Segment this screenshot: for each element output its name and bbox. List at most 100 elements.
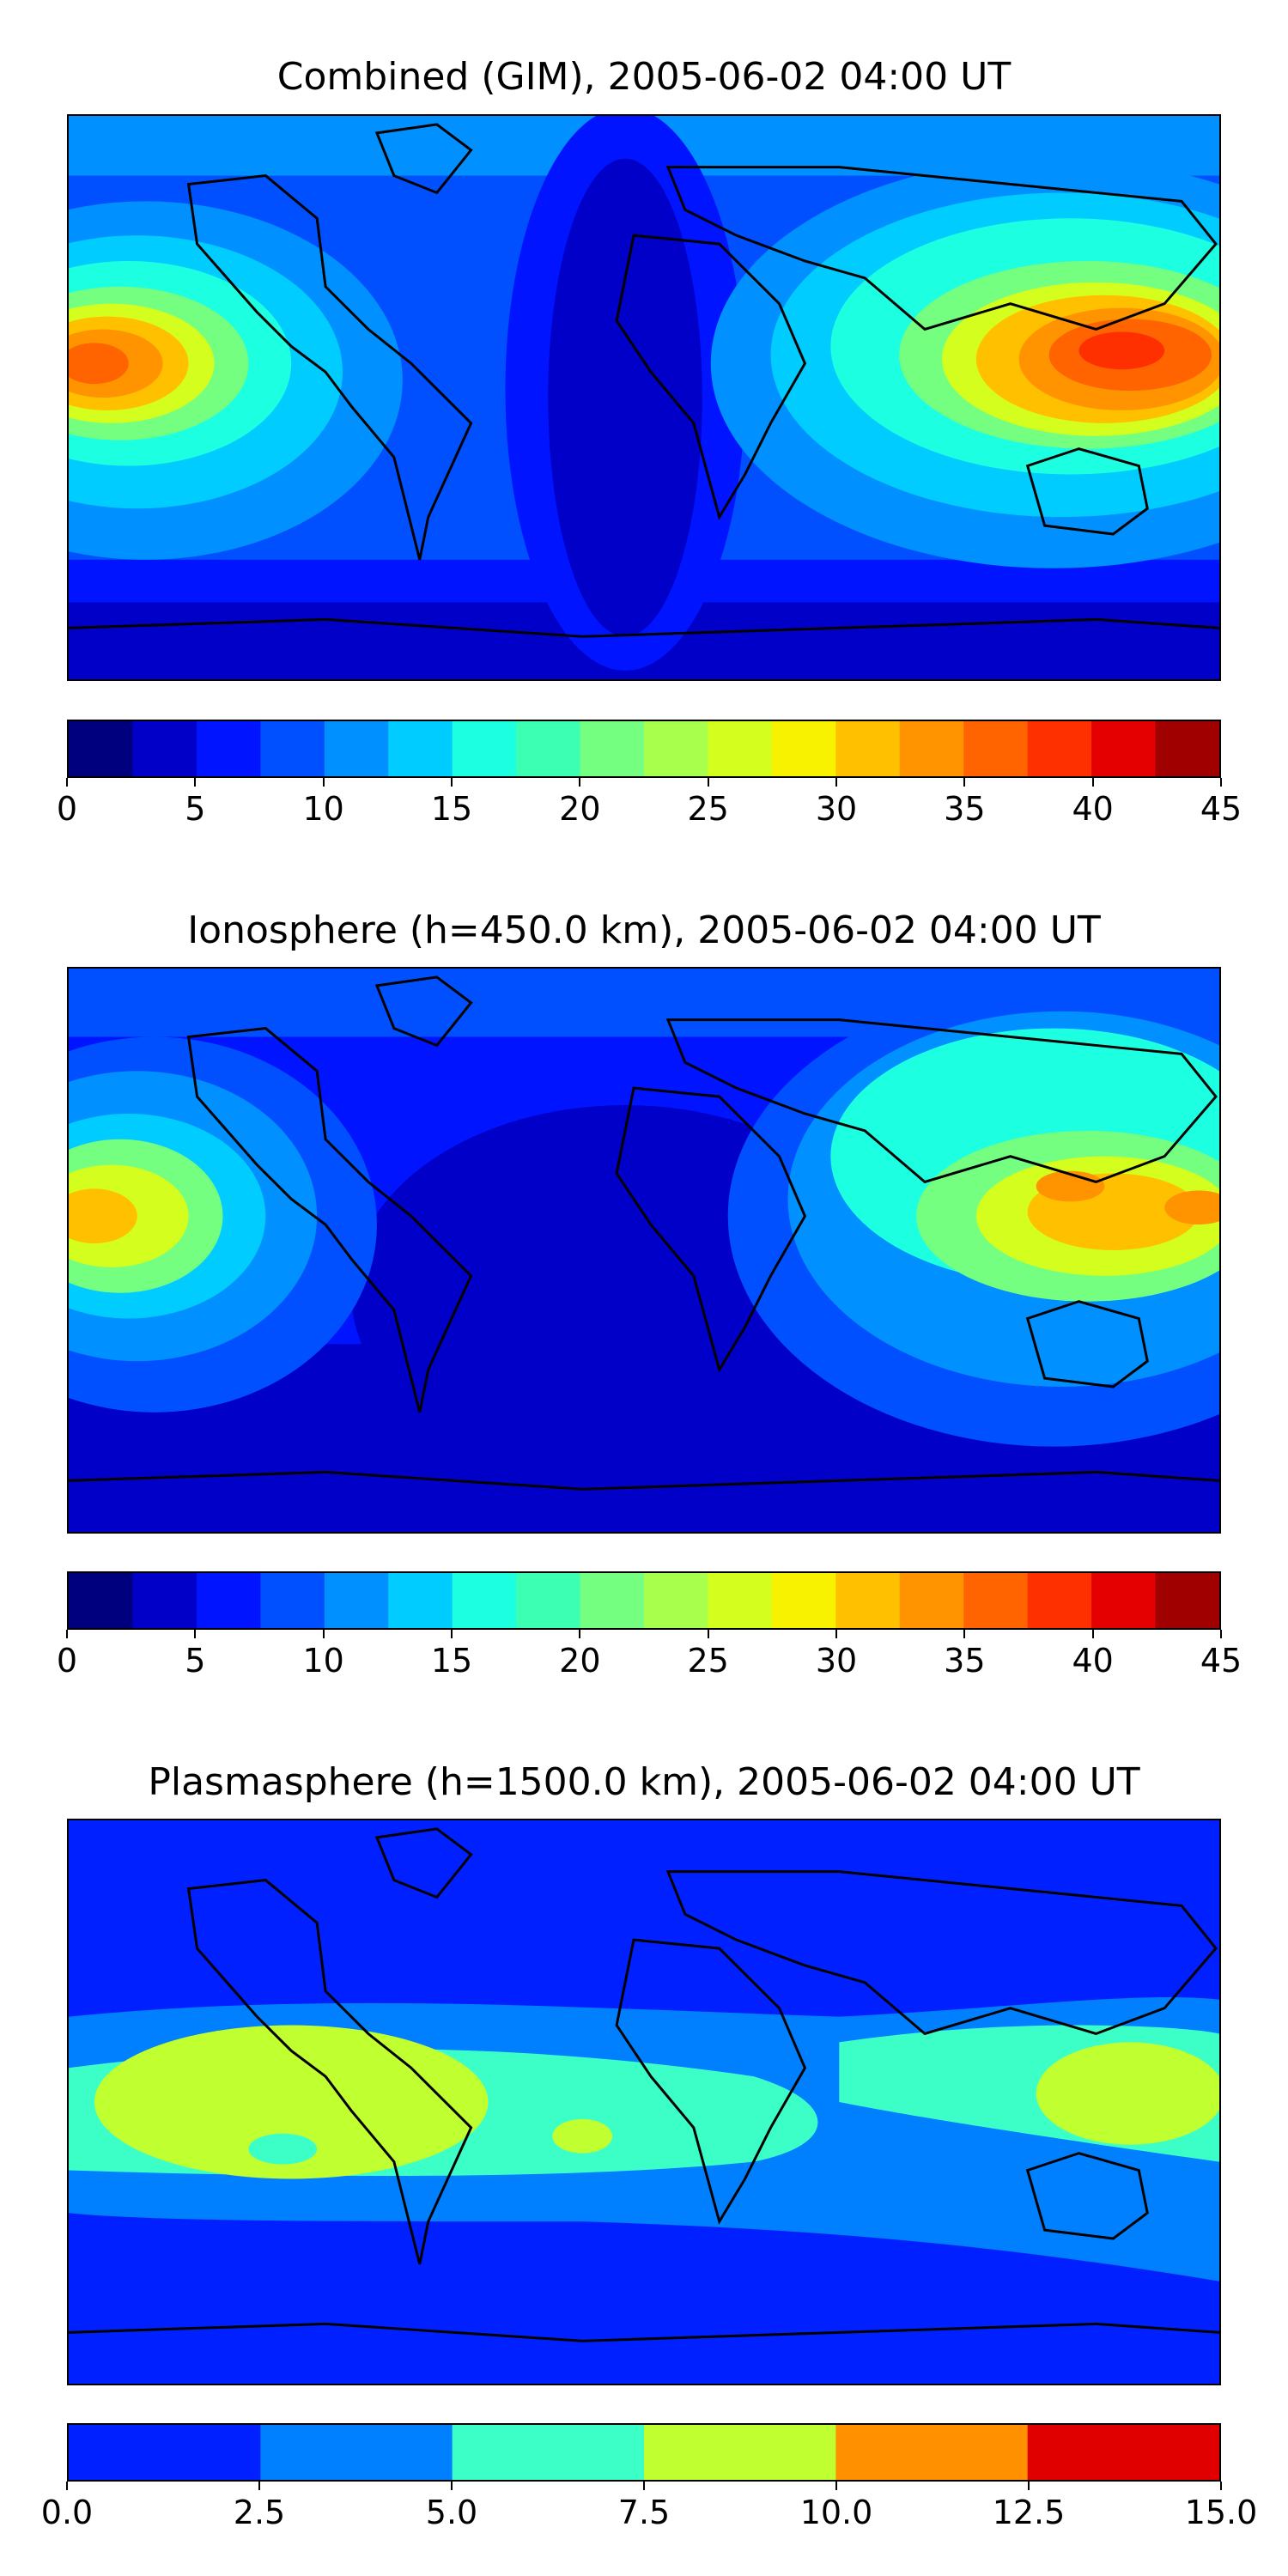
colorbar-swatch xyxy=(644,721,708,776)
colorbar-tick-mark xyxy=(451,1630,453,1638)
colorbar-swatch xyxy=(963,721,1029,776)
colorbar-swatch xyxy=(771,721,836,776)
colorbar-tick-label: 15 xyxy=(430,1642,473,1680)
colorbar-swatch xyxy=(899,1573,964,1628)
colorbar-swatch xyxy=(1027,2425,1219,2480)
panel-3-colorbar-swatches xyxy=(69,2425,1219,2480)
colorbar-tick-mark xyxy=(707,1630,709,1638)
colorbar-tick-mark xyxy=(835,778,837,787)
panel-1-map xyxy=(67,114,1221,681)
colorbar-swatch xyxy=(835,2425,1029,2480)
colorbar-tick-label: 7.5 xyxy=(617,2494,671,2531)
colorbar-tick-label: 5 xyxy=(185,790,206,828)
colorbar-tick-mark xyxy=(194,778,197,787)
colorbar-tick-mark xyxy=(579,1630,581,1638)
colorbar-tick-label: 5.0 xyxy=(425,2494,478,2531)
colorbar-tick-label: 0 xyxy=(56,790,78,828)
colorbar-swatch xyxy=(1091,1573,1157,1628)
colorbar-tick-label: 45 xyxy=(1200,790,1242,828)
colorbar-tick-mark xyxy=(1091,1630,1094,1638)
colorbar-tick-mark xyxy=(451,2482,453,2490)
colorbar-tick-mark xyxy=(643,2482,645,2490)
colorbar-tick-label: 15.0 xyxy=(1184,2494,1258,2531)
colorbar-swatch xyxy=(324,721,389,776)
colorbar-tick-mark xyxy=(579,778,581,787)
colorbar-swatch xyxy=(899,721,964,776)
colorbar-tick-mark xyxy=(1028,2482,1030,2490)
colorbar-tick-label: 25 xyxy=(687,790,729,828)
colorbar-swatch xyxy=(452,2425,645,2480)
colorbar-swatch xyxy=(708,721,773,776)
colorbar-tick-label: 0 xyxy=(56,1642,78,1680)
colorbar-swatch xyxy=(835,721,901,776)
colorbar-swatch xyxy=(452,1573,517,1628)
colorbar-tick-mark xyxy=(66,1630,68,1638)
panel-2-colorbar-swatches xyxy=(69,1573,1219,1628)
colorbar-swatch xyxy=(708,1573,773,1628)
colorbar-swatch xyxy=(644,2425,836,2480)
colorbar-tick-mark xyxy=(1220,2482,1222,2490)
panel-1-colorbar xyxy=(67,720,1221,778)
colorbar-swatch xyxy=(324,1573,389,1628)
colorbar-tick-label: 40 xyxy=(1072,1642,1114,1680)
colorbar-tick-label: 10 xyxy=(302,1642,344,1680)
colorbar-tick-mark xyxy=(963,1630,966,1638)
colorbar-swatch xyxy=(516,721,581,776)
panel-2-title: Ionosphere (h=450.0 km), 2005-06-02 04:0… xyxy=(187,908,1101,952)
colorbar-swatch xyxy=(452,721,517,776)
colorbar-tick-mark xyxy=(451,778,453,787)
colorbar-tick-mark xyxy=(1220,1630,1222,1638)
colorbar-tick-mark xyxy=(322,778,325,787)
colorbar-swatch xyxy=(644,1573,708,1628)
colorbar-swatch xyxy=(1091,721,1157,776)
panel-3-map xyxy=(67,1819,1221,2385)
panel-1-colorbar-ticks: 0 5 10 15 20 25 30 35 40 45 xyxy=(57,778,1242,829)
colorbar-tick-label: 20 xyxy=(559,790,601,828)
colorbar-swatch xyxy=(260,721,325,776)
panel-2-colorbar-ticks: 0 5 10 15 20 25 30 35 40 45 xyxy=(57,1630,1242,1681)
panel-3-colorbar-ticks: 0.0 2.5 5.0 7.5 10.0 12.5 15.0 xyxy=(41,2482,1257,2533)
colorbar-tick-label: 5 xyxy=(185,1642,206,1680)
colorbar-swatch xyxy=(580,1573,645,1628)
colorbar-swatch xyxy=(963,1573,1029,1628)
colorbar-swatch xyxy=(1155,721,1219,776)
colorbar-tick-mark xyxy=(66,778,68,787)
colorbar-swatch xyxy=(132,1573,197,1628)
colorbar-swatch xyxy=(69,721,133,776)
colorbar-swatch xyxy=(388,1573,453,1628)
colorbar-swatch xyxy=(196,1573,261,1628)
colorbar-tick-label: 20 xyxy=(559,1642,601,1680)
colorbar-tick-mark xyxy=(258,2482,260,2490)
colorbar-tick-mark xyxy=(963,778,966,787)
colorbar-swatch xyxy=(1155,1573,1219,1628)
colorbar-tick-mark xyxy=(1091,778,1094,787)
colorbar-tick-label: 35 xyxy=(944,1642,986,1680)
colorbar-tick-mark xyxy=(194,1630,197,1638)
colorbar-swatch xyxy=(835,1573,901,1628)
panel-1-title: Combined (GIM), 2005-06-02 04:00 UT xyxy=(276,55,1012,99)
colorbar-tick-label: 30 xyxy=(815,790,858,828)
colorbar-tick-label: 30 xyxy=(815,1642,858,1680)
colorbar-tick-label: 40 xyxy=(1072,790,1114,828)
colorbar-tick-label: 25 xyxy=(687,1642,729,1680)
colorbar-tick-label: 10 xyxy=(302,790,344,828)
colorbar-swatch xyxy=(196,721,261,776)
colorbar-swatch xyxy=(580,721,645,776)
colorbar-swatch xyxy=(132,721,197,776)
colorbar-tick-label: 12.5 xyxy=(992,2494,1066,2531)
colorbar-swatch xyxy=(771,1573,836,1628)
colorbar-tick-mark xyxy=(707,778,709,787)
colorbar-tick-label: 15 xyxy=(430,790,473,828)
panel-2-map xyxy=(67,967,1221,1534)
colorbar-swatch xyxy=(69,2425,261,2480)
panel-2-heatmap xyxy=(69,969,1219,1532)
colorbar-tick-mark xyxy=(66,2482,68,2490)
colorbar-tick-label: 45 xyxy=(1200,1642,1242,1680)
colorbar-swatch xyxy=(260,1573,325,1628)
colorbar-tick-mark xyxy=(1220,778,1222,787)
colorbar-swatch xyxy=(1027,721,1092,776)
panel-2-colorbar xyxy=(67,1571,1221,1630)
colorbar-tick-label: 35 xyxy=(944,790,986,828)
panel-3-title: Plasmasphere (h=1500.0 km), 2005-06-02 0… xyxy=(148,1760,1140,1804)
colorbar-swatch xyxy=(260,2425,453,2480)
